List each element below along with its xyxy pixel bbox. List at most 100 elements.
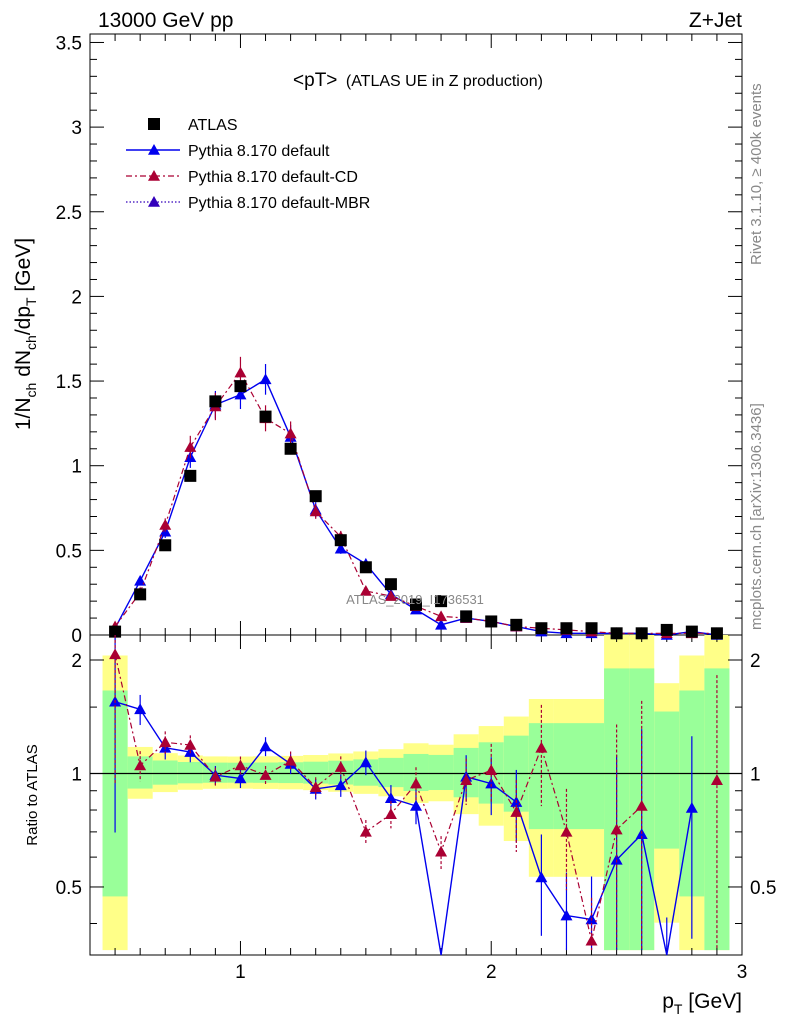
ratio-marker-2 xyxy=(184,739,197,750)
ratio-axis-ticks: 1 2 3 0.5 0.5 1 1 2 2 xyxy=(56,635,776,983)
y-tick-label: 3 xyxy=(71,118,82,139)
ratio-marker-1 xyxy=(259,740,272,752)
legend-marker-atlas xyxy=(148,118,160,130)
x-tick-label: 1 xyxy=(235,962,246,983)
legend-label: Pythia 8.170 default-MBR xyxy=(188,195,370,212)
atlas-data-point xyxy=(334,534,347,547)
atlas-data-point xyxy=(209,395,222,408)
mcplots-reference-label: mcplots.cern.ch [arXiv:1306.3436] xyxy=(748,403,765,630)
atlas-data-point xyxy=(435,595,448,608)
y-axis-label: 1/Nch dNch/dpT [GeV] xyxy=(12,238,39,430)
atlas-data-point xyxy=(560,622,573,635)
series-marker-2 xyxy=(234,366,247,378)
atlas-data-point xyxy=(635,627,648,640)
ratio-line-2 xyxy=(114,654,643,941)
ratio-y-tick-label: 1 xyxy=(71,764,82,785)
legend-marker xyxy=(148,170,160,181)
ratio-band-stat xyxy=(152,760,178,785)
ratio-y-tick-label-right: 1 xyxy=(750,764,761,785)
ratio-marker-2 xyxy=(359,825,372,837)
atlas-data-point xyxy=(359,561,372,574)
y-tick-label: 3.5 xyxy=(56,33,82,54)
ratio-marker-2 xyxy=(710,774,723,785)
series-marker-1 xyxy=(334,542,347,554)
atlas-data-point xyxy=(159,539,172,552)
ratio-band-stat xyxy=(579,723,605,830)
legend-marker xyxy=(148,196,160,207)
series-marker-2 xyxy=(384,590,397,601)
ratio-marker-2 xyxy=(535,741,548,753)
y-tick-label: 0 xyxy=(71,626,82,647)
ratio-band-stat xyxy=(654,711,680,849)
ratio-band-stat xyxy=(177,761,203,784)
series-marker-2 xyxy=(359,584,372,596)
legend-label: ATLAS xyxy=(188,117,238,134)
chart-title: <pT> (ATLAS UE in Z production) xyxy=(293,70,543,91)
x-tick-label: 3 xyxy=(737,962,748,983)
atlas-data-point xyxy=(259,410,272,423)
series-marker-1 xyxy=(234,388,247,400)
series-marker-2 xyxy=(284,427,297,439)
series-marker-1 xyxy=(259,373,272,385)
ratio-marker-1 xyxy=(234,772,247,784)
ratio-y-tick-label: 0.5 xyxy=(56,878,82,899)
y-tick-label: 1.5 xyxy=(56,372,82,393)
atlas-data-point xyxy=(535,622,548,635)
ratio-y-axis-label: Ratio to ATLAS xyxy=(24,744,41,845)
main-series-layer xyxy=(109,356,723,640)
series-marker-2 xyxy=(309,505,322,517)
x-tick-label: 2 xyxy=(486,962,497,983)
ratio-band-stat xyxy=(428,754,454,791)
legend-marker xyxy=(148,144,160,155)
atlas-data-point xyxy=(184,469,197,482)
header-process: Z+Jet xyxy=(689,9,742,32)
ratio-marker-2 xyxy=(510,806,523,817)
series-marker-1 xyxy=(134,574,147,586)
series-marker-1 xyxy=(435,618,448,630)
ratio-marker-2 xyxy=(585,934,598,946)
ratio-marker-2 xyxy=(234,759,247,771)
ratio-marker-2 xyxy=(460,774,473,785)
ratio-band-stat xyxy=(553,723,579,830)
series-marker-2 xyxy=(184,441,197,452)
ratio-marker-2 xyxy=(410,777,422,789)
ratio-marker-2 xyxy=(284,754,297,766)
ratio-marker-1 xyxy=(610,853,623,865)
y-tick-label: 2.5 xyxy=(56,203,82,224)
ratio-band-stat xyxy=(378,757,404,788)
ratio-marker-1 xyxy=(359,756,372,768)
atlas-data-point xyxy=(510,618,523,631)
ratio-marker-2 xyxy=(159,736,172,748)
ratio-marker-2 xyxy=(485,764,498,776)
ratio-marker-2 xyxy=(134,759,147,771)
x-axis-label: pT [GeV] xyxy=(662,990,742,1017)
y-tick-label: 0.5 xyxy=(56,541,82,562)
ratio-marker-1 xyxy=(410,799,422,811)
ratio-marker-2 xyxy=(334,761,347,772)
ratio-marker-2 xyxy=(435,845,448,857)
ratio-marker-2 xyxy=(560,825,573,837)
ratio-marker-1 xyxy=(485,777,498,789)
series-marker-2 xyxy=(159,518,172,530)
ratio-marker-2 xyxy=(610,823,623,835)
ratio-marker-1 xyxy=(384,792,397,803)
ratio-marker-2 xyxy=(309,781,322,792)
legend: ATLAS Pythia 8.170 default Pythia 8.170 de… xyxy=(126,117,370,212)
ratio-marker-2 xyxy=(384,808,397,819)
atlas-data-point xyxy=(485,615,498,628)
ratio-marker-2 xyxy=(109,648,122,660)
atlas-data-point xyxy=(660,623,673,636)
ratio-marker-2 xyxy=(209,770,222,782)
atlas-data-point xyxy=(685,625,698,638)
header-energy: 13000 GeV pp xyxy=(98,9,233,32)
ratio-marker-2 xyxy=(259,769,272,780)
chart-title-main: <pT> xyxy=(293,70,337,91)
legend-label: Pythia 8.170 default xyxy=(188,143,330,160)
chart-title-sub: (ATLAS UE in Z production) xyxy=(346,73,543,90)
atlas-data-point xyxy=(284,442,297,455)
ratio-band-stat xyxy=(303,761,329,784)
atlas-data-point xyxy=(309,490,322,503)
ratio-marker-1 xyxy=(334,779,347,791)
ratio-series-layer xyxy=(109,635,723,956)
